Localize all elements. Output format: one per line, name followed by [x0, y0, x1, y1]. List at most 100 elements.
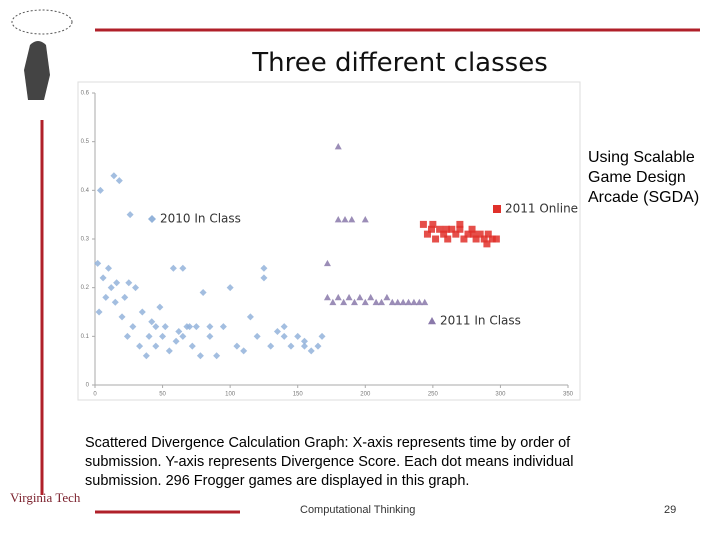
- point: [132, 284, 140, 292]
- point: [334, 143, 342, 150]
- point: [456, 220, 464, 228]
- point: [294, 332, 302, 340]
- point: [152, 323, 160, 331]
- legend-label: 2010 In Class: [160, 212, 241, 226]
- legend-label: 2011 In Class: [440, 314, 521, 328]
- point: [314, 342, 322, 350]
- point: [260, 264, 268, 272]
- point: [152, 342, 160, 350]
- point: [206, 323, 214, 331]
- point: [253, 332, 261, 340]
- point: [280, 323, 288, 331]
- point: [125, 279, 133, 287]
- point: [161, 323, 169, 331]
- point: [273, 327, 281, 335]
- point: [350, 298, 358, 306]
- x-tick-label: 150: [293, 392, 304, 398]
- legend-marker: [428, 317, 436, 325]
- point: [111, 298, 119, 306]
- point: [307, 347, 315, 355]
- point: [99, 274, 107, 282]
- point: [179, 332, 187, 340]
- x-tick-label: 50: [159, 392, 166, 398]
- footer: Computational Thinking: [300, 504, 416, 516]
- y-tick-label: 0.3: [81, 237, 90, 243]
- point: [432, 235, 440, 243]
- legend-label: 2011 Online: [505, 202, 578, 216]
- point: [348, 216, 356, 223]
- point: [399, 298, 407, 306]
- point: [329, 298, 337, 306]
- point: [136, 342, 144, 350]
- point: [186, 323, 194, 331]
- point: [94, 259, 102, 267]
- y-tick-label: 0.1: [81, 334, 90, 340]
- point: [110, 172, 118, 180]
- point: [444, 235, 452, 243]
- page-number: 29: [664, 504, 677, 516]
- x-tick-label: 250: [428, 392, 439, 398]
- thinker-statue: [24, 41, 50, 100]
- x-tick-label: 300: [495, 392, 506, 398]
- point: [138, 308, 146, 316]
- point: [388, 298, 396, 306]
- point: [421, 298, 429, 306]
- point: [383, 293, 391, 301]
- point: [367, 293, 375, 301]
- point: [340, 298, 348, 306]
- x-tick-label: 100: [225, 392, 236, 398]
- legend-marker: [493, 205, 501, 213]
- point: [226, 284, 234, 292]
- point: [219, 323, 227, 331]
- point: [113, 279, 121, 287]
- point: [318, 332, 326, 340]
- point: [95, 308, 103, 316]
- logo: Virginia Tech: [10, 490, 81, 505]
- point: [246, 313, 254, 321]
- point: [415, 298, 423, 306]
- point: [341, 216, 349, 223]
- x-tick-label: 200: [360, 392, 371, 398]
- point: [165, 347, 173, 355]
- point: [442, 225, 450, 233]
- slide-title: Three different classes: [252, 48, 548, 78]
- point: [334, 216, 342, 223]
- point: [192, 323, 200, 331]
- point: [96, 186, 104, 194]
- plot: 0 0.1 0.2 0.3 0.4 0.5 0.6 0 50 100 150 200 250 300 350…: [81, 91, 578, 398]
- point: [469, 230, 477, 238]
- point: [129, 323, 137, 331]
- point: [280, 332, 288, 340]
- point: [267, 342, 275, 350]
- point: [405, 298, 413, 306]
- point: [334, 293, 342, 301]
- point: [179, 264, 187, 272]
- point: [323, 293, 331, 301]
- point: [356, 293, 364, 301]
- point: [483, 240, 491, 248]
- point: [361, 216, 369, 223]
- y-tick-label: 0: [86, 383, 90, 389]
- y-tick-label: 0.5: [81, 139, 90, 145]
- point: [410, 298, 418, 306]
- point: [121, 293, 129, 301]
- point: [126, 211, 134, 219]
- point: [378, 298, 386, 306]
- thought-bubble: [11, 9, 73, 35]
- point: [300, 342, 308, 350]
- point: [156, 303, 164, 311]
- point: [148, 318, 156, 326]
- point: [323, 259, 331, 267]
- point: [419, 220, 427, 228]
- point: [206, 332, 214, 340]
- point: [159, 332, 167, 340]
- x-tick-label: 0: [93, 392, 97, 398]
- y-tick-label: 0.4: [81, 188, 90, 194]
- point: [260, 274, 268, 282]
- point: [300, 337, 308, 345]
- y-tick-label: 0.2: [81, 285, 90, 291]
- point: [287, 342, 295, 350]
- point: [118, 313, 126, 321]
- point: [102, 293, 110, 301]
